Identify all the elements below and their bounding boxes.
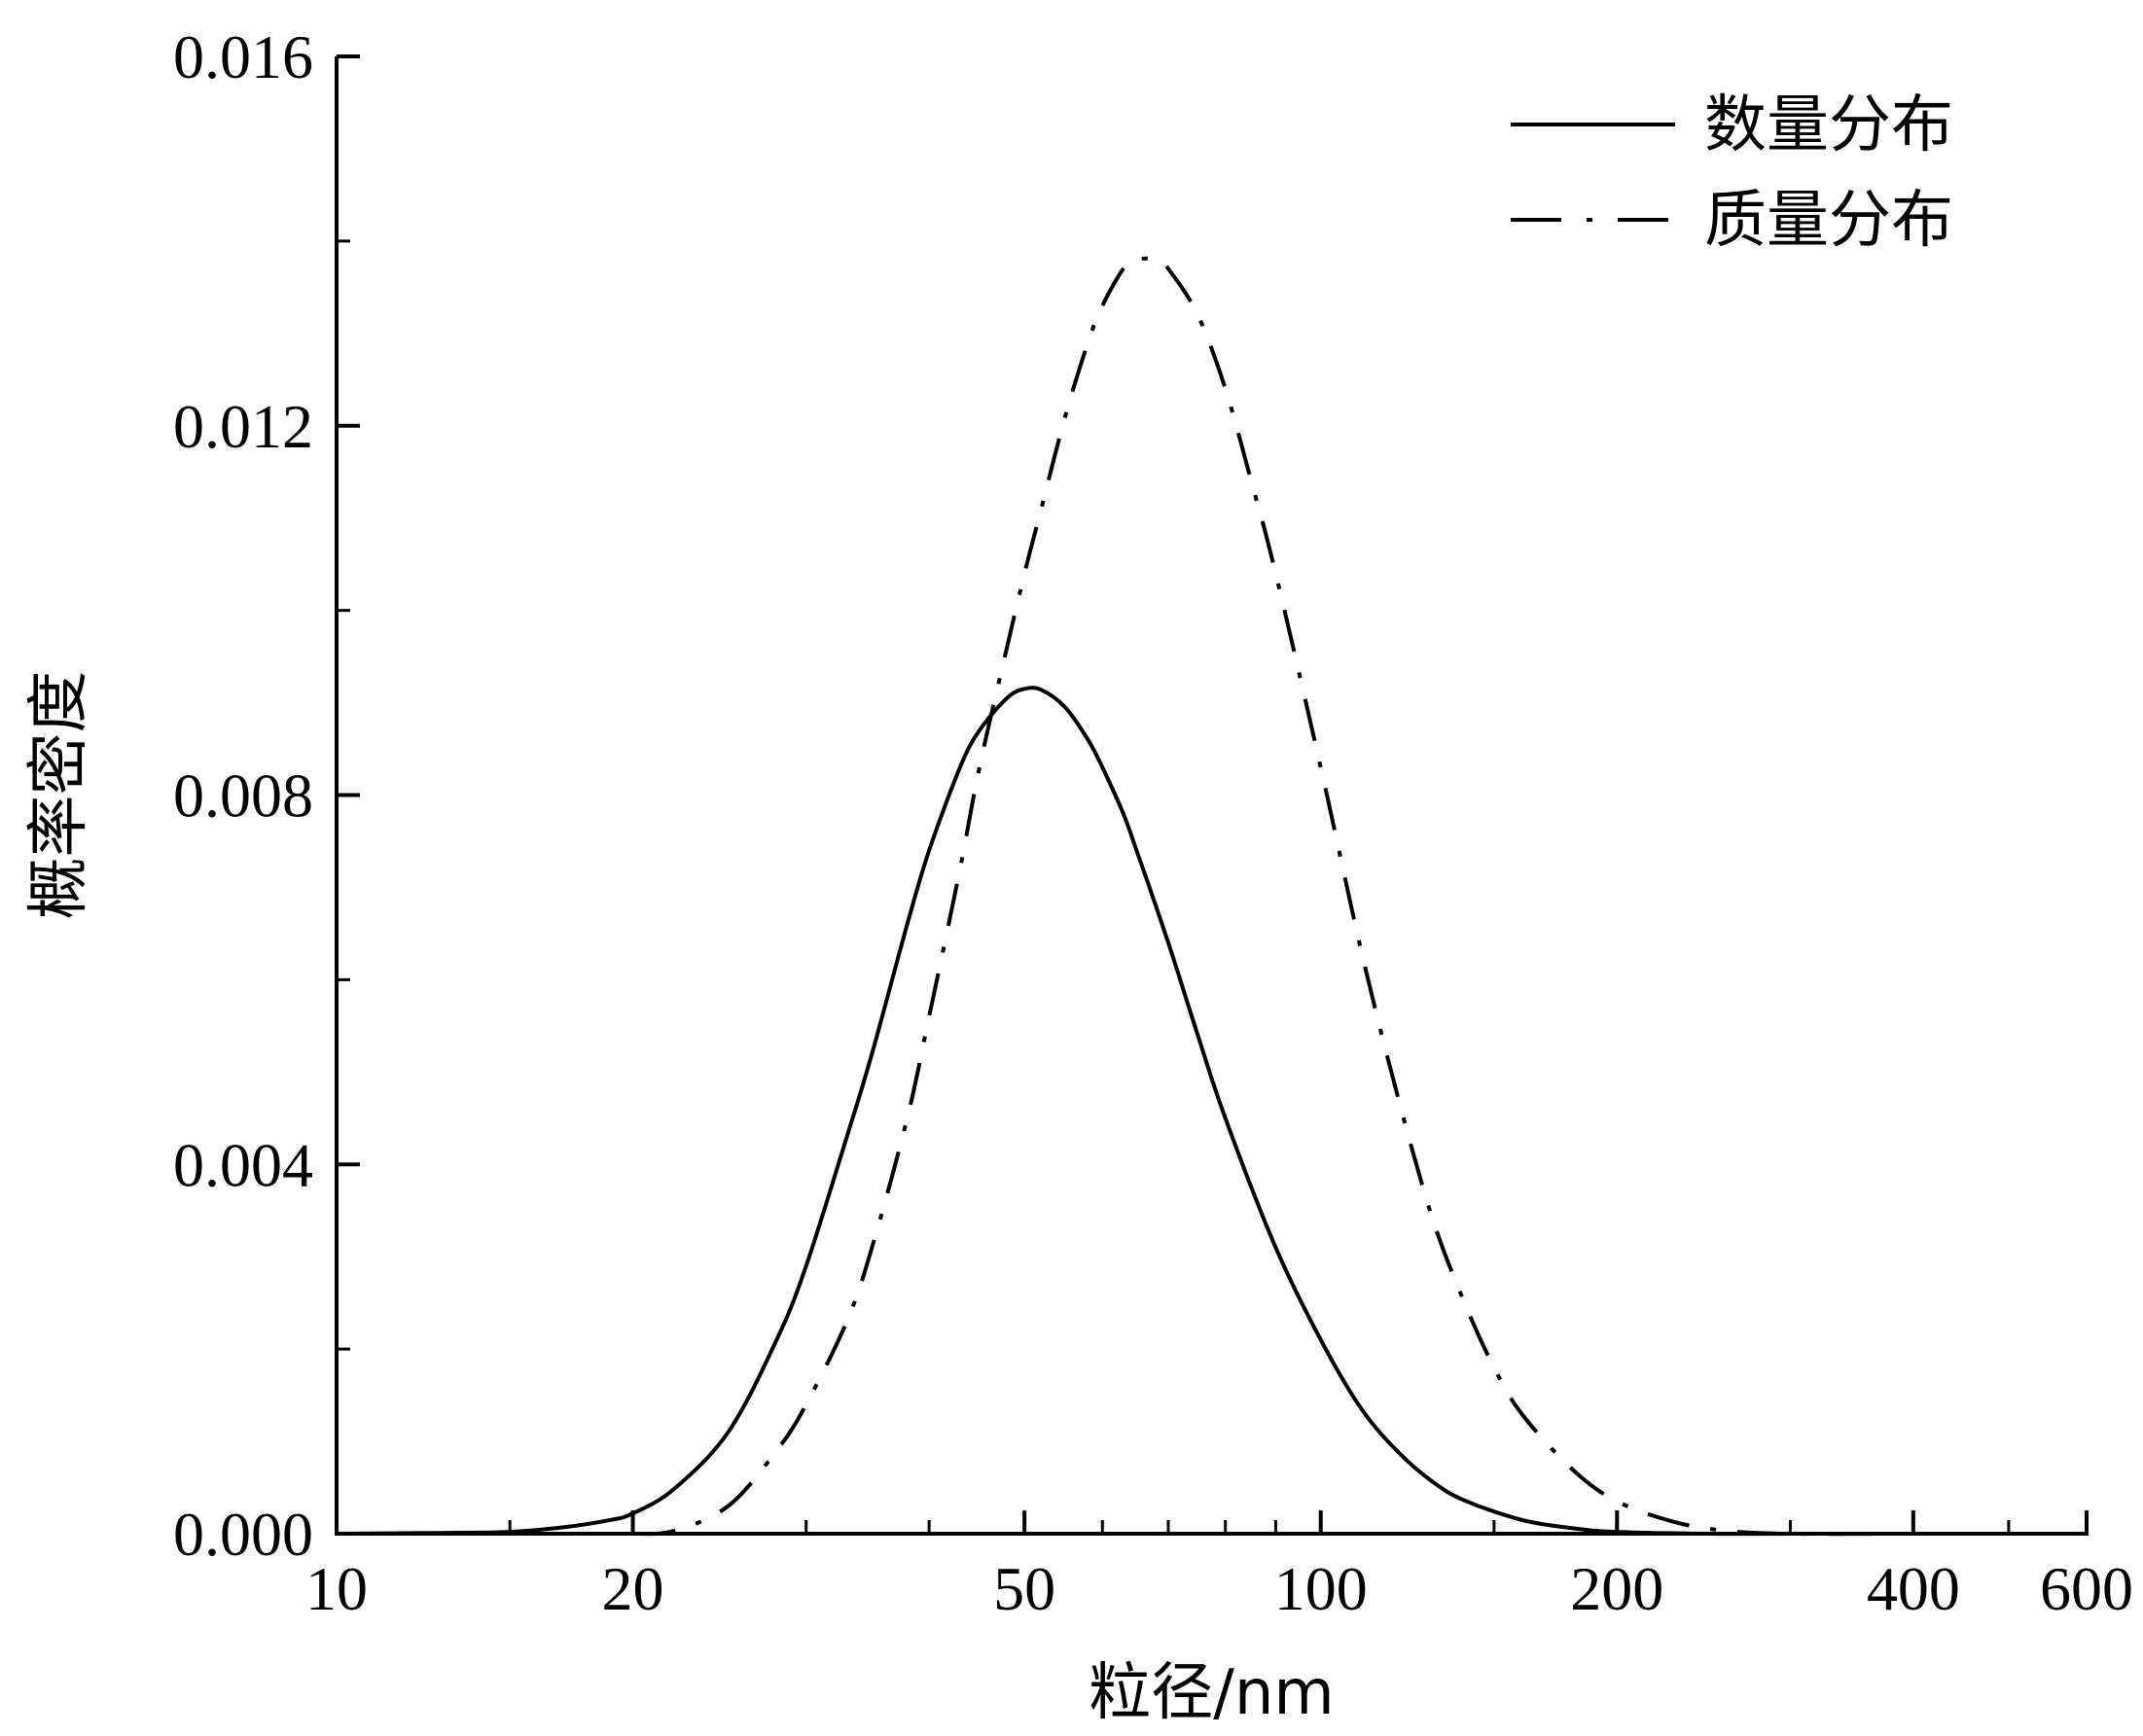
x-axis-ticks: 10 20 50 100 200 400 600 bbox=[305, 1510, 2133, 1623]
x-tick-label: 100 bbox=[1274, 1554, 1368, 1623]
legend-label-mass-distribution: 质量分布 bbox=[1704, 185, 1953, 257]
legend: 数量分布 质量分布 bbox=[1511, 89, 1953, 257]
y-tick-label: 0.016 bbox=[173, 22, 313, 91]
y-tick-label: 0.004 bbox=[173, 1130, 313, 1199]
x-tick-label: 200 bbox=[1570, 1554, 1663, 1623]
x-tick-label: 20 bbox=[602, 1554, 664, 1623]
y-tick-label: 0.008 bbox=[173, 762, 313, 831]
y-tick-label: 0.012 bbox=[173, 392, 313, 461]
x-tick-label: 400 bbox=[1867, 1554, 1960, 1623]
series-line-number-distribution bbox=[336, 686, 2087, 1537]
y-axis-ticks: 0.000 0.004 0.008 0.012 0.016 bbox=[173, 22, 360, 1569]
plot-area: 0.000 0.004 0.008 0.012 0.016 10 20 50 100 200 40… bbox=[173, 22, 2133, 1623]
x-axis-title: 粒径/nm bbox=[1089, 1657, 1334, 1729]
series-lines bbox=[336, 256, 2087, 1537]
x-tick-label: 600 bbox=[2040, 1554, 2133, 1623]
series-line-mass-distribution bbox=[632, 256, 2087, 1537]
x-tick-label: 10 bbox=[305, 1554, 368, 1623]
x-tick-label: 50 bbox=[993, 1554, 1055, 1623]
y-tick-label: 0.000 bbox=[173, 1500, 313, 1569]
y-axis-title: 概率密度 bbox=[23, 671, 95, 920]
legend-label-number-distribution: 数量分布 bbox=[1704, 89, 1953, 161]
